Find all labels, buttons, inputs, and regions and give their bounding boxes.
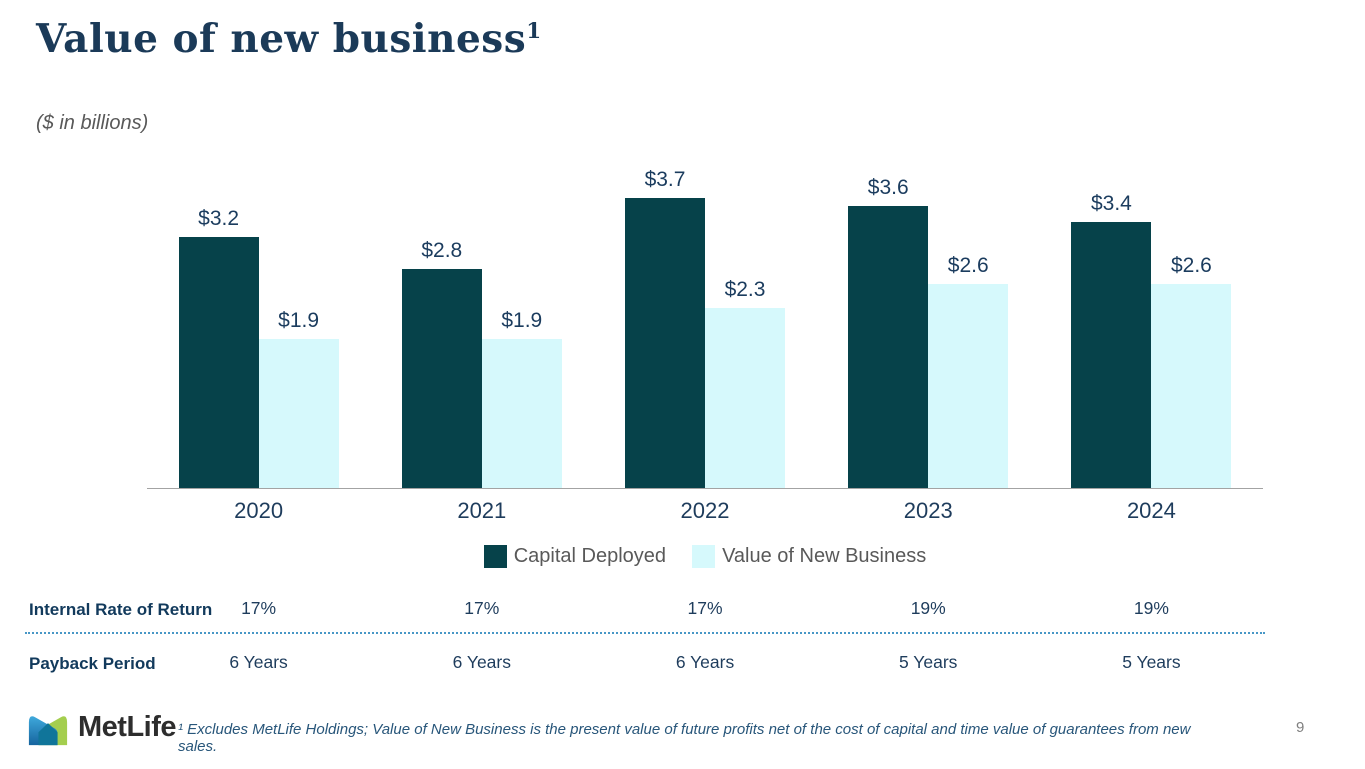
bar-column: $3.2: [178, 206, 259, 488]
bar-value-of-new-business-2020: [258, 339, 339, 488]
bar-column: $3.7: [625, 168, 705, 488]
bar-column: $1.9: [481, 308, 562, 488]
bar-value-label-capital-deployed-2020: $3.2: [198, 206, 240, 230]
legend-label: Value of New Business: [722, 545, 927, 567]
row-label-payback-period: Payback Period: [29, 654, 156, 673]
x-axis-label-2024: 2024: [1126, 498, 1176, 523]
table-cell-2020: 6 Years: [229, 652, 288, 672]
page-title: Value of new business1: [36, 16, 542, 62]
table-cell-2021: 6 Years: [452, 652, 511, 672]
bar-column: $3.4: [1071, 191, 1152, 488]
bar-value-label-value-of-new-business-2020: $1.9: [278, 308, 320, 332]
bar-column: $3.6: [848, 175, 929, 488]
footnote-text: ¹ Excludes MetLife Holdings; Value of Ne…: [178, 721, 1191, 755]
table-cell-2024: 19%: [1133, 598, 1169, 618]
chart-x-axis-labels: 2020 2021 2022 2023 2024: [147, 489, 1263, 524]
title-footnote-marker: 1: [526, 19, 542, 44]
table-cell-2021: 17%: [464, 598, 500, 618]
bar-value-label-value-of-new-business-2024: $2.6: [1170, 253, 1212, 277]
bar-capital-deployed-2022: [625, 198, 705, 488]
x-axis-label-2020: 2020: [234, 498, 284, 523]
bar-value-of-new-business-2021: [481, 339, 562, 488]
bar-chart: $3.2 $1.9 $2.8 $1.9 $3.7 $2.3 $3.6 $2.6 $3.4 $2.6…: [147, 160, 1263, 568]
bar-value-label-value-of-new-business-2022: $2.3: [724, 277, 766, 301]
chart-plot-area: $3.2 $1.9 $2.8 $1.9 $3.7 $2.3 $3.6 $2.6 $3.4 $2.6: [147, 160, 1263, 489]
legend-label: Capital Deployed: [513, 545, 667, 567]
bar-value-label-capital-deployed-2024: $3.4: [1090, 191, 1132, 215]
bar-value-of-new-business-2023: [928, 284, 1009, 488]
x-axis-label-2022: 2022: [680, 498, 730, 523]
table-cell-2022: 17%: [687, 598, 723, 618]
bar-value-label-capital-deployed-2023: $3.6: [867, 175, 909, 199]
bar-column: $1.9: [258, 308, 339, 488]
bar-capital-deployed-2021: [401, 269, 482, 488]
row-divider: [25, 632, 1265, 634]
legend-swatch-icon: [692, 545, 716, 568]
x-axis-label-2023: 2023: [903, 498, 953, 523]
chart-group-2024: $3.4 $2.6: [1040, 192, 1263, 488]
row-label-internal-rate-of-return: Internal Rate of Return: [29, 600, 213, 619]
row-values-payback-period: 6 Years 6 Years 6 Years 5 Years 5 Years: [147, 646, 1263, 673]
chart-group-2021: $2.8 $1.9: [370, 239, 593, 488]
row-values-internal-rate-of-return: 17% 17% 17% 19% 19%: [147, 592, 1263, 619]
metlife-m-icon: [28, 716, 68, 746]
bar-capital-deployed-2023: [848, 206, 929, 488]
table-cell-2020: 17%: [241, 598, 277, 618]
bar-value-of-new-business-2024: [1151, 284, 1232, 488]
bar-value-label-value-of-new-business-2021: $1.9: [501, 308, 543, 332]
chart-group-2022: $3.7 $2.3: [593, 168, 816, 488]
table-cell-2023: 5 Years: [899, 652, 958, 672]
bar-column: $2.3: [705, 278, 785, 488]
page-number: 9: [1296, 719, 1305, 736]
legend-item: Capital Deployed: [483, 545, 667, 568]
metlife-wordmark: MetLife: [78, 710, 177, 743]
bar-capital-deployed-2020: [178, 237, 259, 488]
legend-swatch-icon: [483, 545, 507, 568]
bar-value-label-value-of-new-business-2023: $2.6: [947, 253, 989, 277]
table-cell-2022: 6 Years: [675, 652, 735, 672]
bar-value-of-new-business-2022: [705, 308, 785, 488]
bar-value-label-capital-deployed-2022: $3.7: [644, 167, 686, 191]
table-row-internal-rate-of-return: Internal Rate of Return 17% 17% 17% 19% 19%: [0, 592, 1365, 632]
bar-column: $2.6: [1151, 253, 1232, 488]
table-cell-2023: 19%: [910, 598, 946, 618]
x-axis-label-2021: 2021: [457, 498, 507, 523]
legend-item: Value of New Business: [692, 545, 926, 568]
chart-units-label: ($ in billions): [36, 112, 149, 134]
table-cell-2024: 5 Years: [1122, 652, 1181, 672]
chart-group-2023: $3.6 $2.6: [817, 176, 1040, 488]
table-row-payback-period: Payback Period 6 Years 6 Years 6 Years 5 Ye…: [0, 646, 1365, 686]
chart-group-2020: $3.2 $1.9: [147, 207, 370, 488]
bar-capital-deployed-2024: [1071, 222, 1152, 488]
chart-legend: Capital Deployed Value of New Business: [147, 545, 1263, 568]
metlife-logo: MetLife: [27, 708, 177, 746]
page-title-text: Value of new business: [36, 16, 527, 62]
bar-value-label-capital-deployed-2021: $2.8: [421, 238, 463, 262]
bar-column: $2.6: [928, 253, 1009, 488]
bar-column: $2.8: [401, 238, 482, 488]
